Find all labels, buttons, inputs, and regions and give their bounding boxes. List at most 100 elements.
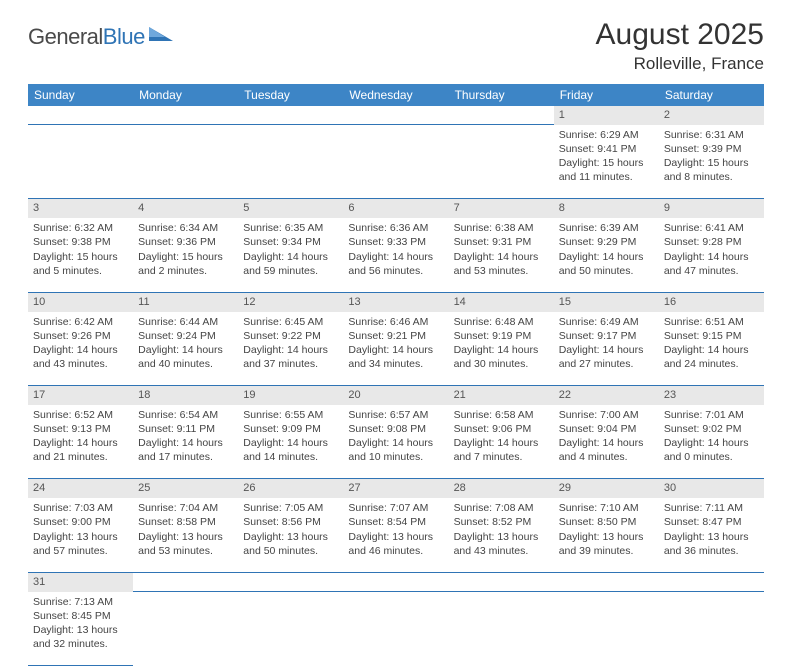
sunset-text: Sunset: 9:13 PM bbox=[33, 422, 128, 436]
day-number-cell: 24 bbox=[28, 479, 133, 498]
sunrise-text: Sunrise: 7:11 AM bbox=[664, 501, 759, 515]
sunset-text: Sunset: 9:06 PM bbox=[454, 422, 549, 436]
sunset-text: Sunset: 9:21 PM bbox=[348, 329, 443, 343]
daylight-text-2: and 43 minutes. bbox=[454, 544, 549, 558]
day-cell: Sunrise: 7:01 AMSunset: 9:02 PMDaylight:… bbox=[659, 405, 764, 479]
daylight-text-1: Daylight: 14 hours bbox=[138, 436, 233, 450]
daylight-text-2: and 50 minutes. bbox=[559, 264, 654, 278]
day-cell: Sunrise: 6:38 AMSunset: 9:31 PMDaylight:… bbox=[449, 218, 554, 292]
day-cell: Sunrise: 6:58 AMSunset: 9:06 PMDaylight:… bbox=[449, 405, 554, 479]
daylight-text-1: Daylight: 13 hours bbox=[664, 530, 759, 544]
sunrise-text: Sunrise: 6:52 AM bbox=[33, 408, 128, 422]
day-number-cell: 17 bbox=[28, 386, 133, 405]
sunrise-text: Sunrise: 7:07 AM bbox=[348, 501, 443, 515]
daylight-text-2: and 10 minutes. bbox=[348, 450, 443, 464]
sunset-text: Sunset: 8:45 PM bbox=[33, 609, 128, 623]
flag-icon bbox=[149, 25, 175, 48]
day-cell: Sunrise: 6:51 AMSunset: 9:15 PMDaylight:… bbox=[659, 312, 764, 386]
daylight-text-2: and 27 minutes. bbox=[559, 357, 654, 371]
daylight-text-2: and 21 minutes. bbox=[33, 450, 128, 464]
daylight-text-1: Daylight: 13 hours bbox=[243, 530, 338, 544]
daylight-text-2: and 8 minutes. bbox=[664, 170, 759, 184]
day-cell: Sunrise: 6:35 AMSunset: 9:34 PMDaylight:… bbox=[238, 218, 343, 292]
sunrise-text: Sunrise: 6:55 AM bbox=[243, 408, 338, 422]
day-number-cell: 14 bbox=[449, 292, 554, 311]
daylight-text-2: and 50 minutes. bbox=[243, 544, 338, 558]
sunrise-text: Sunrise: 6:38 AM bbox=[454, 221, 549, 235]
sunset-text: Sunset: 8:50 PM bbox=[559, 515, 654, 529]
day-cell: Sunrise: 7:11 AMSunset: 8:47 PMDaylight:… bbox=[659, 498, 764, 572]
empty-cell bbox=[343, 106, 448, 125]
week-row: Sunrise: 6:42 AMSunset: 9:26 PMDaylight:… bbox=[28, 312, 764, 386]
daylight-text-2: and 32 minutes. bbox=[33, 637, 128, 651]
daylight-text-1: Daylight: 14 hours bbox=[559, 436, 654, 450]
day-number-cell: 2 bbox=[659, 106, 764, 125]
daylight-text-1: Daylight: 14 hours bbox=[454, 436, 549, 450]
daylight-text-2: and 43 minutes. bbox=[33, 357, 128, 371]
daylight-text-1: Daylight: 14 hours bbox=[454, 343, 549, 357]
week-row: Sunrise: 7:03 AMSunset: 9:00 PMDaylight:… bbox=[28, 498, 764, 572]
daylight-text-2: and 17 minutes. bbox=[138, 450, 233, 464]
sunset-text: Sunset: 8:54 PM bbox=[348, 515, 443, 529]
day-number-cell: 15 bbox=[554, 292, 659, 311]
daylight-text-1: Daylight: 13 hours bbox=[138, 530, 233, 544]
logo: GeneralBlue bbox=[28, 24, 175, 50]
header: GeneralBlue August 2025 Rolleville, Fran… bbox=[28, 18, 764, 74]
daylight-text-2: and 36 minutes. bbox=[664, 544, 759, 558]
day-cell: Sunrise: 6:45 AMSunset: 9:22 PMDaylight:… bbox=[238, 312, 343, 386]
sunset-text: Sunset: 9:31 PM bbox=[454, 235, 549, 249]
day-number-cell: 21 bbox=[449, 386, 554, 405]
empty-cell bbox=[449, 572, 554, 591]
empty-cell bbox=[238, 125, 343, 199]
sunset-text: Sunset: 9:02 PM bbox=[664, 422, 759, 436]
empty-cell bbox=[554, 572, 659, 591]
sunrise-text: Sunrise: 7:08 AM bbox=[454, 501, 549, 515]
day-number-cell: 11 bbox=[133, 292, 238, 311]
sunset-text: Sunset: 9:29 PM bbox=[559, 235, 654, 249]
day-number-cell: 10 bbox=[28, 292, 133, 311]
weekday-header: Saturday bbox=[659, 84, 764, 106]
empty-cell bbox=[238, 592, 343, 666]
day-cell: Sunrise: 7:03 AMSunset: 9:00 PMDaylight:… bbox=[28, 498, 133, 572]
sunrise-text: Sunrise: 6:45 AM bbox=[243, 315, 338, 329]
sunset-text: Sunset: 9:26 PM bbox=[33, 329, 128, 343]
sunrise-text: Sunrise: 6:44 AM bbox=[138, 315, 233, 329]
daylight-text-1: Daylight: 14 hours bbox=[243, 250, 338, 264]
sunrise-text: Sunrise: 6:48 AM bbox=[454, 315, 549, 329]
sunset-text: Sunset: 9:08 PM bbox=[348, 422, 443, 436]
sunrise-text: Sunrise: 6:51 AM bbox=[664, 315, 759, 329]
empty-cell bbox=[449, 125, 554, 199]
daylight-text-2: and 11 minutes. bbox=[559, 170, 654, 184]
day-number-cell: 25 bbox=[133, 479, 238, 498]
sunrise-text: Sunrise: 6:54 AM bbox=[138, 408, 233, 422]
week-row: Sunrise: 6:52 AMSunset: 9:13 PMDaylight:… bbox=[28, 405, 764, 479]
sunrise-text: Sunrise: 7:13 AM bbox=[33, 595, 128, 609]
daylight-text-1: Daylight: 14 hours bbox=[348, 250, 443, 264]
sunrise-text: Sunrise: 6:49 AM bbox=[559, 315, 654, 329]
daylight-text-1: Daylight: 15 hours bbox=[138, 250, 233, 264]
daylight-text-2: and 34 minutes. bbox=[348, 357, 443, 371]
sunset-text: Sunset: 9:39 PM bbox=[664, 142, 759, 156]
day-number-cell: 3 bbox=[28, 199, 133, 218]
empty-cell bbox=[343, 592, 448, 666]
daylight-text-2: and 7 minutes. bbox=[454, 450, 549, 464]
day-number-cell: 12 bbox=[238, 292, 343, 311]
daylight-text-1: Daylight: 14 hours bbox=[33, 343, 128, 357]
month-title: August 2025 bbox=[596, 18, 764, 52]
day-number-cell: 30 bbox=[659, 479, 764, 498]
sunset-text: Sunset: 9:36 PM bbox=[138, 235, 233, 249]
daylight-text-1: Daylight: 14 hours bbox=[33, 436, 128, 450]
day-number-cell: 5 bbox=[238, 199, 343, 218]
day-number-cell: 4 bbox=[133, 199, 238, 218]
calendar-table: SundayMondayTuesdayWednesdayThursdayFrid… bbox=[28, 84, 764, 666]
empty-cell bbox=[133, 572, 238, 591]
title-block: August 2025 Rolleville, France bbox=[596, 18, 764, 74]
day-cell: Sunrise: 7:08 AMSunset: 8:52 PMDaylight:… bbox=[449, 498, 554, 572]
daylight-text-2: and 2 minutes. bbox=[138, 264, 233, 278]
sunrise-text: Sunrise: 7:03 AM bbox=[33, 501, 128, 515]
weekday-header: Tuesday bbox=[238, 84, 343, 106]
day-number-cell: 26 bbox=[238, 479, 343, 498]
sunrise-text: Sunrise: 6:32 AM bbox=[33, 221, 128, 235]
sunrise-text: Sunrise: 6:34 AM bbox=[138, 221, 233, 235]
daylight-text-1: Daylight: 13 hours bbox=[454, 530, 549, 544]
